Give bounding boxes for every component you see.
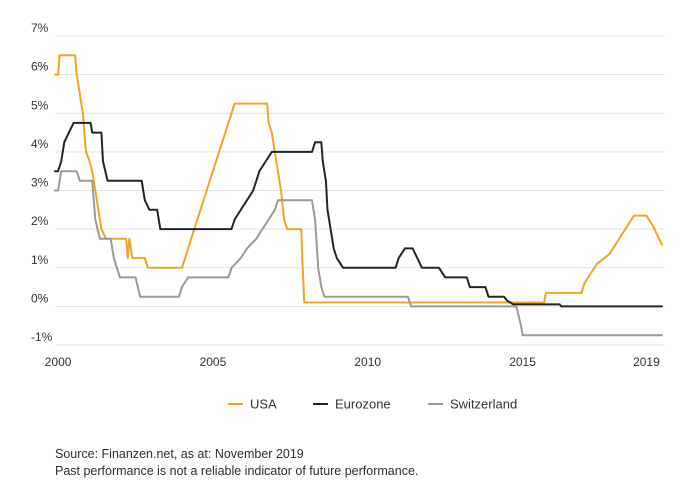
y-tick-label: 0% (31, 291, 49, 305)
source-note: Source: Finanzen.net, as at: November 20… (55, 447, 304, 461)
legend: USA Eurozone Switzerland (228, 397, 517, 412)
y-tick-label: 7% (31, 21, 49, 35)
y-tick-label: 5% (31, 98, 49, 112)
y-axis-tick-labels: 7% 6% 5% 4% 3% 2% 1% 0% -1% (31, 21, 53, 344)
legend-label-eurozone: Eurozone (335, 397, 391, 412)
x-tick-label: 2015 (509, 355, 536, 369)
y-tick-label: 3% (31, 176, 49, 190)
grid-lines (55, 35, 665, 346)
y-tick-label: 2% (31, 214, 49, 228)
legend-label-switzerland: Switzerland (450, 397, 517, 412)
series-line-eurozone (54, 121, 663, 308)
legend-label-usa: USA (250, 397, 277, 412)
y-tick-label: 1% (31, 253, 49, 267)
x-tick-label: 2019 (633, 355, 660, 369)
x-tick-label: 2005 (200, 355, 227, 369)
x-axis-tick-labels: 2000 2005 2010 2015 2019 (45, 355, 660, 369)
disclaimer-note: Past performance is not a reliable indic… (55, 464, 419, 478)
y-tick-label: -1% (31, 330, 53, 344)
x-tick-label: 2010 (354, 355, 381, 369)
y-tick-label: 6% (31, 60, 49, 74)
series-line-usa (54, 54, 663, 304)
series-lines (54, 54, 663, 337)
interest-rate-chart: 7% 6% 5% 4% 3% 2% 1% 0% -1% 2000 2005 2010 2015 2019… (31, 21, 665, 412)
x-tick-label: 2000 (45, 355, 72, 369)
series-line-switzerland (54, 170, 663, 337)
y-tick-label: 4% (31, 137, 49, 151)
chart-footer: Source: Finanzen.net, as at: November 20… (55, 446, 418, 480)
